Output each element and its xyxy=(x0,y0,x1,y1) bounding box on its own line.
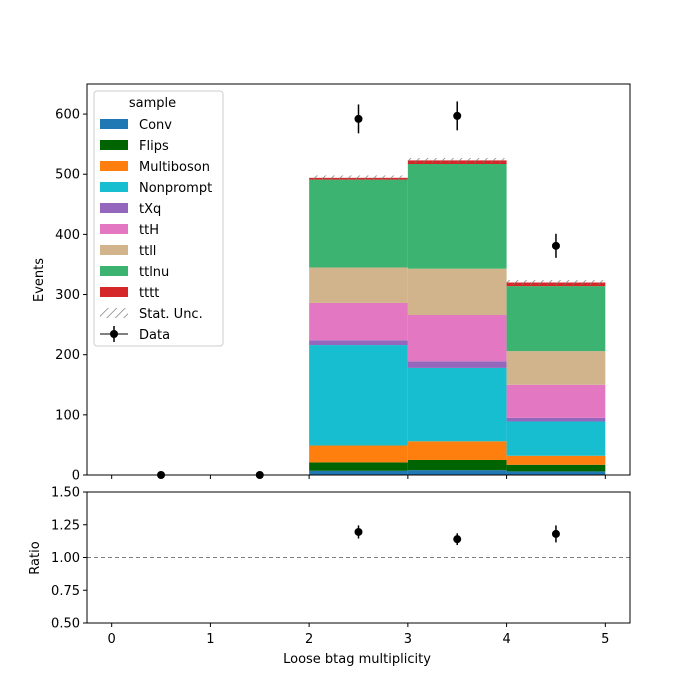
legend-swatch-ttll xyxy=(100,245,128,255)
ratio-plot-frame xyxy=(86,491,631,624)
stat-unc-band-bin-1 xyxy=(407,157,507,163)
main-y-tick-label-4: 400 xyxy=(55,228,80,243)
legend-swatch-tth xyxy=(100,224,128,234)
data-point-2 xyxy=(354,114,363,123)
legend-swatch-flips xyxy=(100,140,128,150)
legend: sample Conv Flips Multiboson Nonprompt tXq ttH… xyxy=(93,90,224,347)
ratio-y-tick-label-4: 1.50 xyxy=(51,486,80,501)
bar-nonprompt-bin-2 xyxy=(506,421,606,456)
legend-label-ttll: ttll xyxy=(139,244,156,259)
ratio-y-axis-label: Ratio xyxy=(28,541,43,574)
bar-nonprompt-bin-0 xyxy=(309,345,408,446)
bar-ttlnu-bin-1 xyxy=(407,164,507,269)
legend-label-tttt: tttt xyxy=(139,286,159,301)
legend-swatch-multiboson xyxy=(100,161,128,171)
bar-ttll-bin-2 xyxy=(506,351,606,385)
main-plot-axes: 0 100 200 300 400 500 600 xyxy=(55,83,631,484)
x-tick-label-5: 5 xyxy=(601,632,609,647)
bar-flips-bin-1 xyxy=(407,459,507,471)
x-axis-label: Loose btag multiplicity xyxy=(283,652,431,667)
main-plot-bars xyxy=(309,157,606,475)
x-tick-label-1: 1 xyxy=(206,632,214,647)
data-point-4 xyxy=(551,241,560,250)
bar-ttll-bin-1 xyxy=(407,268,507,315)
legend-label-conv: Conv xyxy=(139,118,172,133)
legend-label-stat-unc: Stat. Unc. xyxy=(139,307,203,322)
bar-flips-bin-2 xyxy=(506,464,606,472)
x-tick-label-4: 4 xyxy=(502,632,510,647)
legend-label-nonprompt: Nonprompt xyxy=(139,181,212,196)
main-y-tick-label-1: 100 xyxy=(55,408,80,423)
legend-label-flips: Flips xyxy=(139,139,169,154)
ratio-y-tick-label-0: 0.50 xyxy=(51,617,80,632)
legend-label-ttlnu: ttlnu xyxy=(139,265,169,280)
bar-ttll-bin-0 xyxy=(309,267,408,303)
bar-conv-bin-2 xyxy=(506,471,606,475)
legend-swatch-ttlnu xyxy=(100,266,128,276)
x-tick-label-0: 0 xyxy=(108,632,116,647)
legend-swatch-nonprompt xyxy=(100,182,128,192)
ratio-y-tick-label-2: 1.00 xyxy=(51,551,80,566)
main-y-tick-label-6: 600 xyxy=(55,108,80,123)
main-y-tick-label-2: 200 xyxy=(55,348,80,363)
bar-conv-bin-0 xyxy=(309,470,408,475)
bar-multiboson-bin-0 xyxy=(309,445,408,463)
ratio-point-0 xyxy=(354,527,363,536)
stat-unc-band-bin-2 xyxy=(506,280,606,285)
legend-title: sample xyxy=(129,96,176,111)
x-tick-label-3: 3 xyxy=(404,632,412,647)
main-y-tick-label-3: 300 xyxy=(55,288,80,303)
bar-tth-bin-1 xyxy=(407,314,507,362)
legend-label-data: Data xyxy=(139,328,170,343)
legend-label-tth: ttH xyxy=(139,223,159,238)
main-y-tick-label-0: 0 xyxy=(72,469,80,484)
bar-txq-bin-2 xyxy=(506,417,606,422)
bar-ttlnu-bin-0 xyxy=(309,179,408,268)
x-tick-label-2: 2 xyxy=(305,632,313,647)
data-point-3 xyxy=(453,111,462,120)
legend-label-txq: tXq xyxy=(139,202,161,217)
bar-tth-bin-2 xyxy=(506,384,606,418)
stat-unc-band-bin-0 xyxy=(309,175,408,181)
main-plot-frame xyxy=(86,83,631,476)
bar-nonprompt-bin-1 xyxy=(407,367,507,442)
legend-swatch-stat-unc xyxy=(100,308,128,318)
bar-ttlnu-bin-2 xyxy=(506,286,606,352)
bar-txq-bin-1 xyxy=(407,361,507,368)
ratio-point-1 xyxy=(453,535,462,544)
main-y-tick-label-5: 500 xyxy=(55,168,80,183)
bar-flips-bin-0 xyxy=(309,462,408,471)
ratio-point-2 xyxy=(551,529,560,538)
legend-swatch-tttt xyxy=(100,287,128,297)
ratio-y-tick-label-3: 1.25 xyxy=(51,518,80,533)
bar-multiboson-bin-2 xyxy=(506,455,606,465)
bar-multiboson-bin-1 xyxy=(407,441,507,460)
legend-swatch-data-marker xyxy=(110,330,118,338)
bar-txq-bin-0 xyxy=(309,340,408,346)
legend-swatch-txq xyxy=(100,203,128,213)
ratio-y-tick-label-1: 0.75 xyxy=(51,584,80,599)
ratio-plot-axes: 0.50 0.75 1.00 1.25 1.50 0 1 2 3 4 5 xyxy=(51,486,631,647)
legend-swatch-conv xyxy=(100,119,128,129)
main-y-axis-label: Events xyxy=(32,258,47,302)
legend-box xyxy=(93,90,224,347)
bar-tth-bin-0 xyxy=(309,302,408,341)
bar-conv-bin-1 xyxy=(407,470,507,475)
legend-label-multiboson: Multiboson xyxy=(139,160,210,175)
